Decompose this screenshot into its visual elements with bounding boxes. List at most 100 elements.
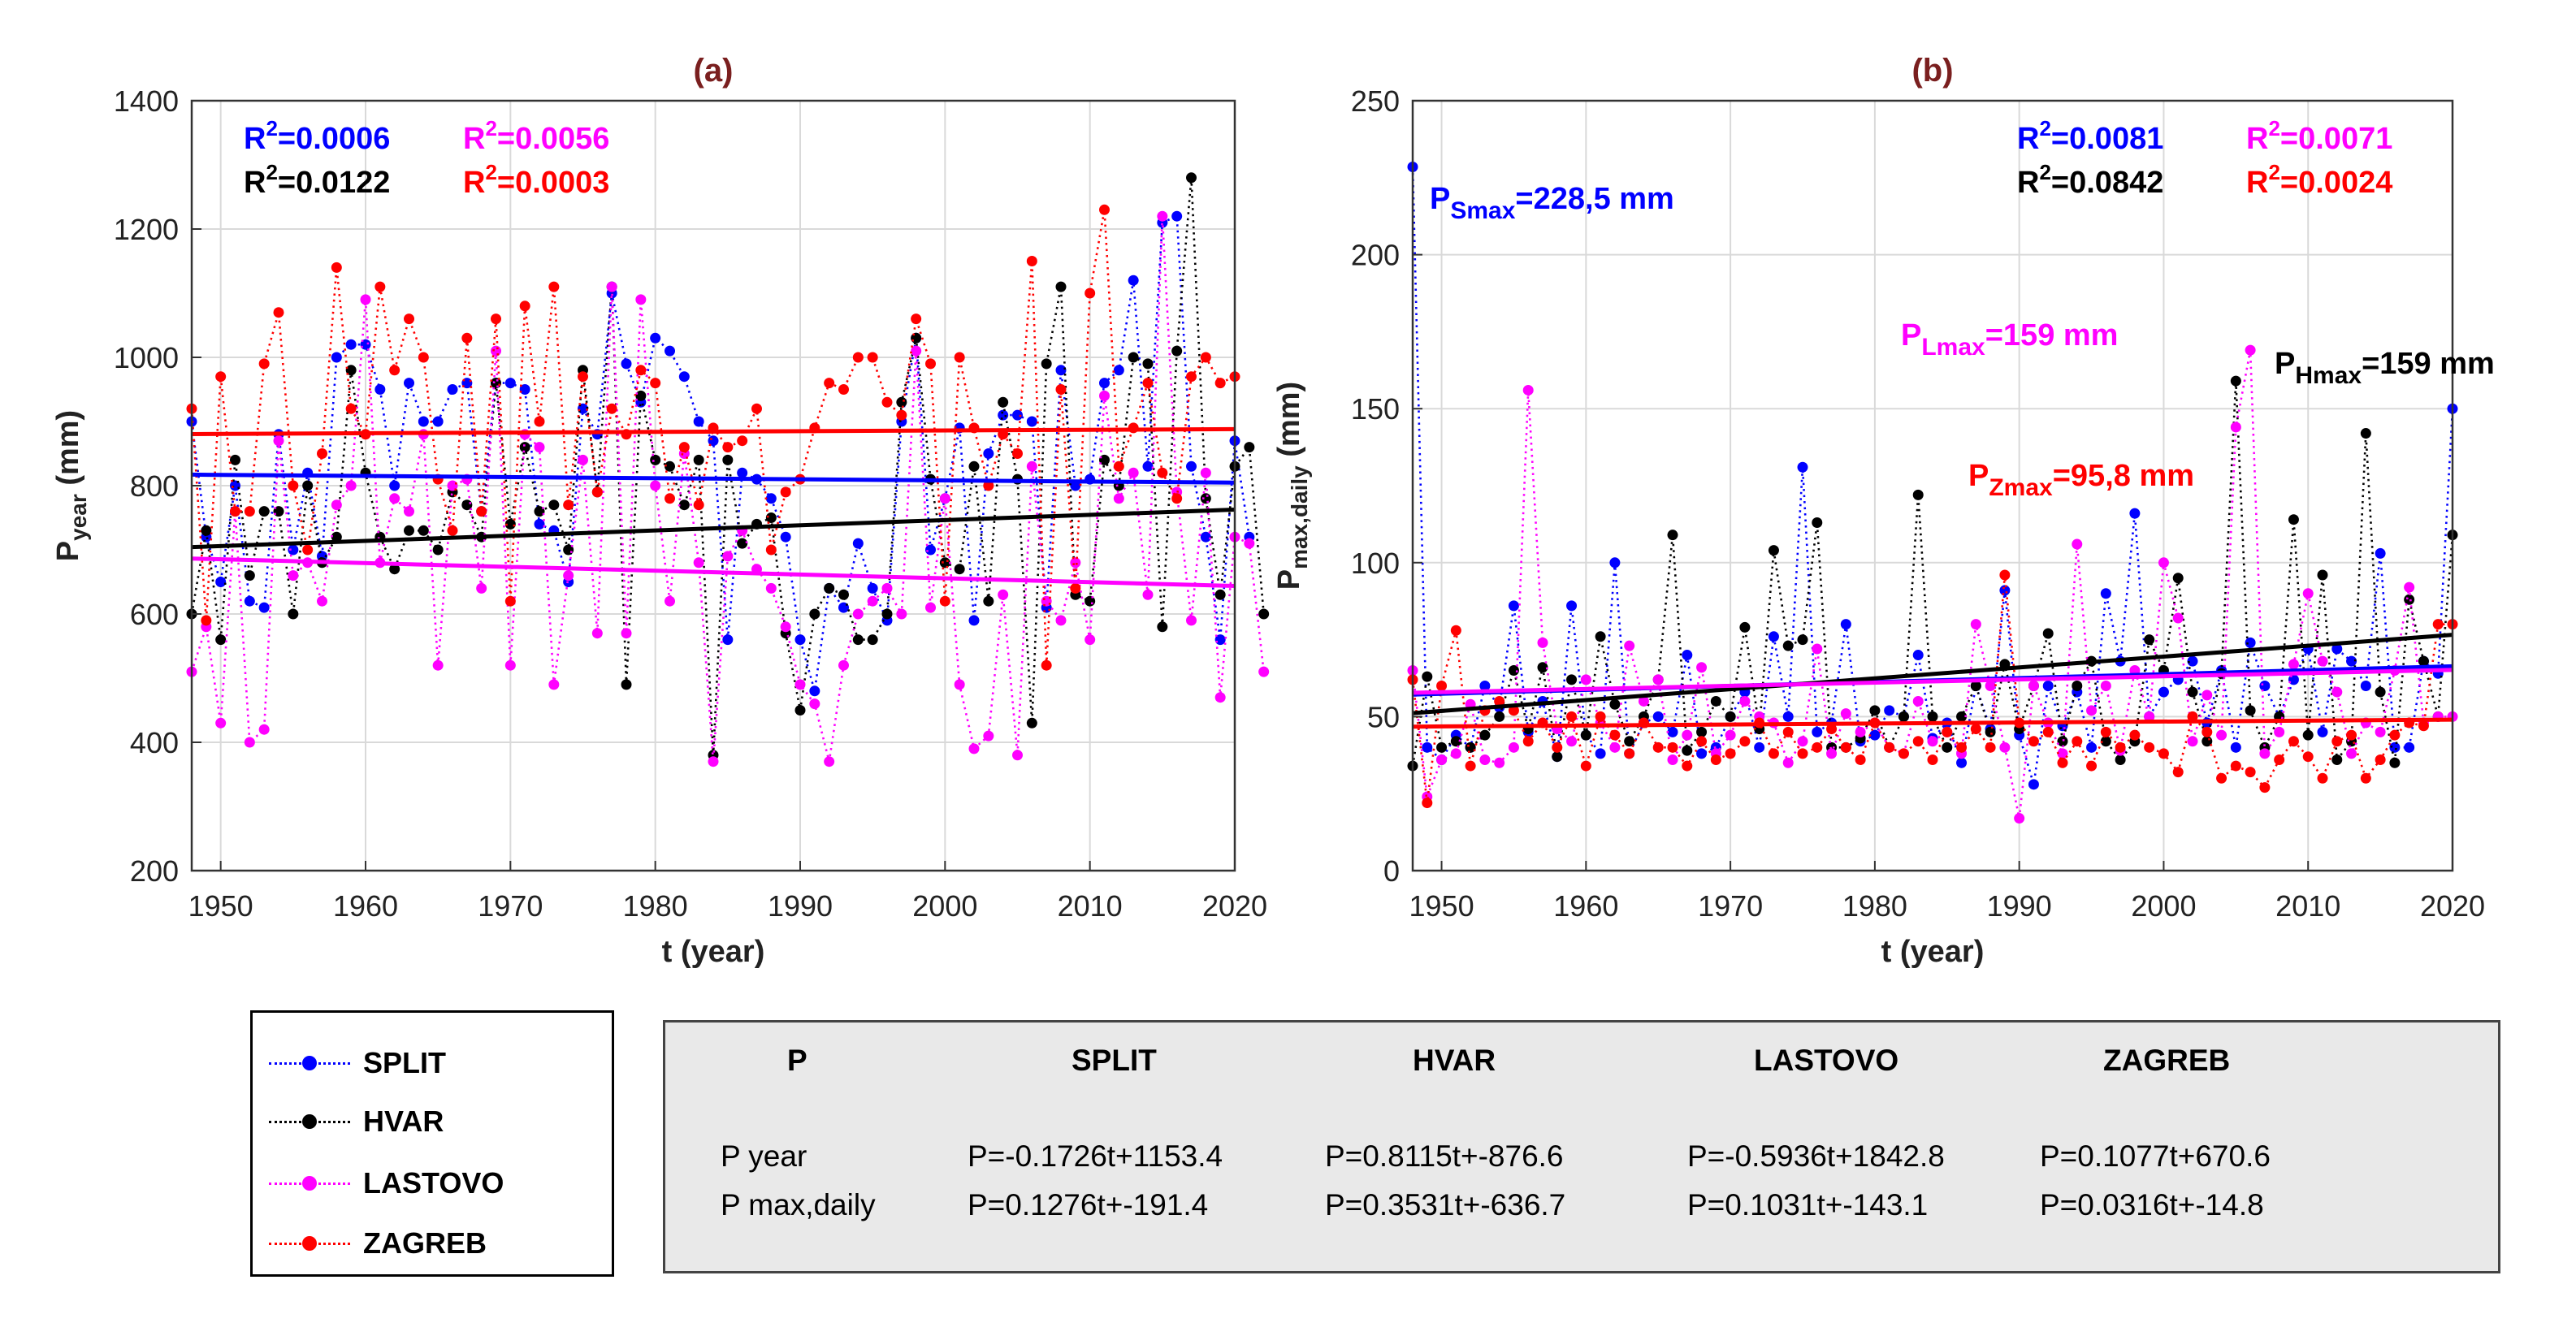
data-point-lastovo [404, 506, 414, 517]
data-point-lastovo [896, 608, 907, 620]
data-point-zagreb [1157, 467, 1168, 478]
data-point-zagreb [2057, 757, 2068, 768]
data-point-zagreb [534, 416, 545, 427]
data-point-hvar [2389, 757, 2401, 768]
data-point-split [1186, 460, 1197, 472]
r2-label-split: R2=0.0006 [244, 116, 390, 156]
data-point-lastovo [722, 551, 734, 562]
chart-title: (a) [694, 53, 734, 89]
data-point-hvar [1725, 711, 1736, 722]
data-point-lastovo [2317, 655, 2328, 667]
data-point-zagreb [1508, 705, 1519, 716]
data-point-split [1171, 210, 1183, 222]
legend-label-hvar: HVAR [363, 1105, 444, 1138]
data-point-split [519, 384, 530, 395]
data-point-split [693, 416, 704, 427]
data-point-split [1142, 460, 1154, 472]
data-point-zagreb [302, 544, 314, 556]
data-point-lastovo [794, 679, 806, 690]
data-point-lastovo [708, 756, 719, 767]
data-point-split [331, 352, 342, 363]
data-point-zagreb [824, 378, 835, 389]
data-point-split [665, 345, 675, 357]
data-point-hvar [737, 538, 748, 549]
data-point-hvar [2187, 686, 2198, 698]
data-point-lastovo [2302, 588, 2314, 599]
plot-frame [1411, 99, 2454, 872]
series-line-hvar [190, 177, 1265, 755]
data-point-hvar [852, 634, 864, 646]
data-point-lastovo [1782, 757, 1794, 768]
legend-label-lastovo: LASTOVO [363, 1166, 504, 1200]
y-tick-label: 400 [130, 726, 179, 759]
data-point-zagreb [1898, 748, 1909, 759]
data-point-zagreb [2317, 772, 2328, 784]
data-point-split [794, 634, 806, 646]
x-tick-label: 2020 [1202, 889, 1267, 923]
data-point-zagreb [2245, 767, 2256, 778]
data-point-hvar [2115, 754, 2126, 765]
data-point-zagreb [215, 371, 227, 383]
data-point-hvar [867, 634, 878, 646]
data-point-hvar [2360, 428, 2371, 439]
data-point-zagreb [563, 499, 574, 511]
data-point-zagreb [1797, 748, 1808, 759]
data-point-lastovo [968, 743, 980, 754]
data-point-hvar [1710, 695, 1721, 707]
data-point-hvar [288, 608, 299, 620]
data-point-zagreb [1214, 378, 1226, 389]
data-point-lastovo [2259, 748, 2271, 759]
data-point-hvar [2230, 375, 2241, 387]
data-point-split [1479, 680, 1491, 691]
table-header-hvar: HVAR [1413, 1044, 1496, 1077]
data-point-zagreb [1652, 741, 1664, 753]
data-point-split [2375, 547, 2386, 559]
data-point-lastovo [2144, 711, 2155, 722]
legend-item-hvar: HVAR [269, 1105, 444, 1138]
data-point-lastovo [1667, 754, 1678, 765]
data-point-split [2100, 588, 2111, 599]
data-point-zagreb [1450, 625, 1461, 636]
table-cell-year-hvar: P=0.8115t+-876.6 [1325, 1139, 1564, 1173]
data-point-split [867, 582, 878, 594]
data-point-lastovo [563, 570, 574, 582]
data-point-lastovo [650, 480, 661, 491]
data-point-lastovo [1113, 493, 1124, 504]
data-point-lastovo [1624, 640, 1635, 651]
data-point-lastovo [534, 442, 545, 453]
data-point-hvar [650, 454, 661, 465]
legend-item-zagreb: ZAGREB [269, 1226, 487, 1260]
chart-panel-0: 1950 1960 1970 1980 1990 2000 2010 2020 200 400 60… [51, 53, 1270, 969]
data-point-hvar [1739, 621, 1751, 633]
data-point-lastovo [1696, 662, 1708, 673]
data-point-lastovo [2288, 659, 2299, 670]
data-point-zagreb [548, 281, 560, 292]
data-point-hvar [2418, 655, 2429, 667]
x-tick-label: 1960 [1553, 889, 1618, 923]
data-point-zagreb [418, 352, 429, 363]
data-point-lastovo [1012, 750, 1023, 761]
data-point-lastovo [2375, 726, 2386, 737]
data-point-lastovo [2274, 726, 2285, 737]
data-point-split [1099, 378, 1110, 389]
data-point-hvar [258, 506, 270, 517]
data-point-zagreb [389, 365, 400, 376]
data-point-lastovo [491, 345, 501, 357]
r2-label-lastovo: R2=0.0071 [2246, 116, 2392, 156]
data-point-hvar [896, 396, 907, 408]
data-point-split [852, 538, 864, 549]
data-point-hvar [1200, 493, 1211, 504]
legend-marker-hvar [269, 1105, 350, 1138]
data-point-lastovo [1912, 695, 1924, 707]
table-row-label-max: P max,daily [721, 1188, 876, 1221]
data-point-lastovo [2072, 538, 2083, 550]
data-point-zagreb [1041, 659, 1052, 671]
data-point-split [722, 634, 734, 646]
data-point-lastovo [1436, 754, 1448, 765]
data-point-lastovo [244, 737, 255, 748]
data-point-zagreb [1422, 798, 1433, 809]
data-point-lastovo [867, 595, 878, 607]
data-point-hvar [1128, 352, 1139, 363]
data-point-hvar [1927, 711, 1938, 722]
